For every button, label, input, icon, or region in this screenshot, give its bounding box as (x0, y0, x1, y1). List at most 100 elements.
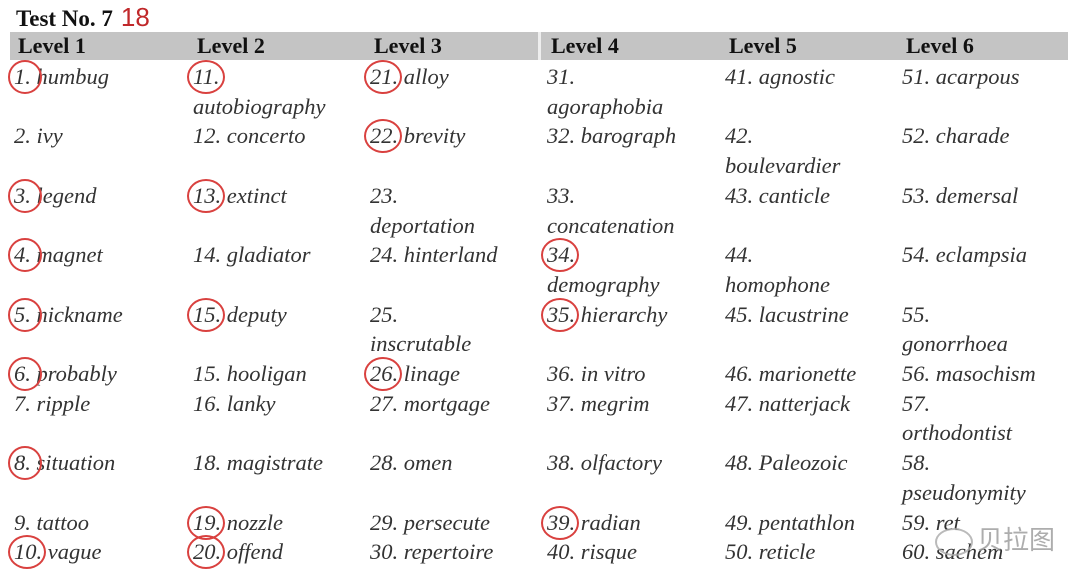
item-word: barograph (580, 123, 677, 149)
level-header-5: Level 5 (729, 33, 797, 58)
word-item: 31. agoraphobia (547, 62, 722, 121)
item-number: 51. (902, 64, 931, 89)
item-number: 56. (902, 361, 931, 386)
item-word: eclampsia (935, 242, 1027, 268)
item-number: 16. (193, 390, 222, 416)
watermark: 贝拉图 (935, 520, 1055, 557)
item-word: hinterland (403, 242, 498, 268)
word-item: 21. alloy (364, 60, 545, 94)
item-number: 26. (364, 357, 402, 391)
item-number: 40. (547, 539, 576, 565)
item-word: homophone (725, 271, 830, 297)
word-item: 42. boulevardier (725, 121, 900, 180)
word-item: 41. agnostic (725, 62, 900, 92)
item-number: 14. (193, 242, 222, 268)
item-number: 12. (193, 123, 222, 149)
item-number: 3. (8, 178, 42, 213)
item-number: 4. (8, 238, 42, 273)
item-number: 15. (193, 361, 222, 386)
test-title: Test No. 7 18 (16, 2, 150, 33)
word-item: 5. nickname (8, 297, 189, 332)
word-item: 48. Paleozoic (725, 448, 900, 478)
watermark-text: 贝拉图 (977, 526, 1056, 556)
word-item: 49. pentathlon (725, 508, 900, 538)
word-item: 23. deportation (370, 181, 545, 240)
test-name: Test No. 7 (16, 6, 113, 31)
word-item: 29. persecute (370, 508, 545, 538)
item-number: 43. (725, 182, 754, 208)
word-item: 11. autobiography (187, 60, 368, 121)
word-item: 45. lacustrine (725, 300, 900, 330)
item-word: boulevardier (725, 153, 841, 179)
item-number: 15. (187, 297, 225, 332)
word-item: 56. masochism (902, 359, 1077, 389)
item-word: offend (226, 539, 283, 565)
item-word: hierarchy (580, 301, 668, 327)
word-item: 24. hinterland (370, 240, 545, 270)
item-word: lacustrine (758, 301, 849, 327)
word-item: 28. omen (370, 448, 545, 478)
item-word: canticle (758, 182, 830, 208)
item-number: 20. (187, 535, 225, 570)
word-item: 8. situation (8, 446, 189, 481)
item-word: inscrutable (370, 331, 472, 357)
word-item: 30. repertoire (370, 537, 545, 567)
item-word: agnostic (758, 64, 835, 89)
word-item: 4. magnet (8, 238, 189, 273)
item-number: 59. (902, 509, 931, 535)
correct-mark-circle (8, 357, 42, 391)
correct-mark-circle (8, 60, 42, 94)
item-number: 28. (370, 450, 399, 476)
item-number: 54. (902, 242, 931, 268)
item-number: 41. (725, 64, 754, 89)
item-word: nozzle (226, 509, 283, 535)
word-item: 1. humbug (8, 60, 189, 94)
item-number: 53. (902, 182, 931, 208)
item-number: 49. (725, 509, 754, 535)
item-word: olfactory (580, 450, 662, 476)
item-number: 2. (14, 123, 31, 149)
item-number: 6. (8, 357, 42, 391)
item-number: 46. (725, 361, 754, 386)
item-word: repertoire (403, 539, 494, 565)
word-item: 50. reticle (725, 537, 900, 567)
word-item: 25. inscrutable (370, 300, 545, 359)
word-item: 27. mortgage (370, 389, 545, 419)
level-header-2: Level 2 (197, 33, 265, 58)
word-item: 33. concatenation (547, 181, 722, 240)
item-word: vague (47, 539, 102, 565)
level-header-4: Level 4 (551, 33, 619, 58)
word-item: 22. brevity (364, 119, 545, 154)
header-divider (538, 32, 541, 60)
item-word: mortgage (403, 390, 490, 416)
item-word: humbug (36, 64, 110, 89)
correct-mark-circle (187, 178, 225, 213)
word-item: 55. gonorrhoea (902, 300, 1077, 359)
item-number: 33. (547, 182, 576, 208)
item-word: agoraphobia (547, 93, 664, 119)
item-number: 5. (8, 297, 42, 332)
item-word: deputy (226, 301, 287, 327)
item-word: pentathlon (758, 509, 855, 535)
item-word: autobiography (193, 93, 326, 119)
item-word: concatenation (547, 212, 675, 238)
item-word: ripple (36, 390, 91, 416)
item-number: 1. (8, 60, 42, 94)
item-word: concerto (226, 123, 306, 149)
word-item: 39. radian (541, 505, 722, 540)
item-number: 21. (364, 60, 402, 94)
item-number: 25. (370, 301, 399, 327)
word-item: 54. eclampsia (902, 240, 1077, 270)
item-word: alloy (403, 64, 449, 89)
item-number: 32. (547, 123, 576, 149)
item-word: demersal (935, 182, 1019, 208)
item-word: in vitro (580, 361, 646, 386)
level-header-1: Level 1 (18, 33, 86, 58)
item-word: reticle (758, 539, 816, 565)
item-word: magistrate (226, 450, 324, 476)
level-header-3: Level 3 (374, 33, 442, 58)
item-word: deportation (370, 212, 475, 238)
correct-mark-circle (364, 119, 402, 154)
item-number: 42. (725, 123, 754, 149)
item-number: 19. (187, 505, 225, 540)
